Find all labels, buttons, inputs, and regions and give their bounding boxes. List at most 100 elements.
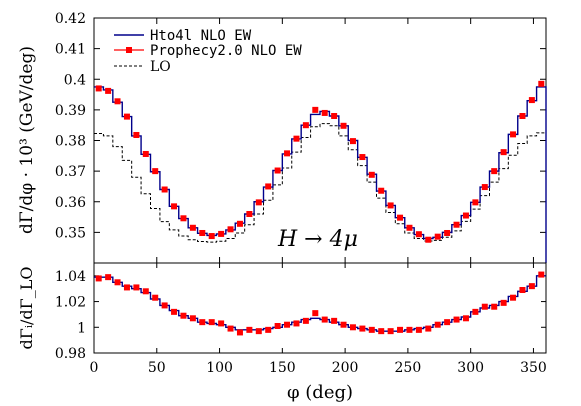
series-prophecy2-0-nlo-ew-point: [208, 319, 215, 326]
series-prophecy2-0-nlo-ew-point: [444, 319, 451, 326]
series-prophecy2-0-nlo-ew-point: [180, 312, 187, 319]
series-prophecy2-0-nlo-ew-point: [265, 183, 272, 190]
series-prophecy2-0-nlo-ew-point: [133, 284, 140, 291]
process-annotation: H → 4μ: [277, 227, 358, 252]
y-tick-label: 1.04: [55, 269, 86, 285]
series-prophecy2-0-nlo-ew-point: [415, 326, 422, 333]
series-prophecy2-0-nlo-ew-point: [331, 113, 338, 119]
series-prophecy2-0-nlo-ew-point: [161, 302, 168, 309]
series-prophecy2-0-nlo-ew-point: [359, 154, 366, 161]
series-prophecy2-0-nlo-ew-point: [510, 294, 517, 301]
ratio-panel: 0.98 1 1.02 1.04 0 50 100 150 200 250 300 350 dΓᵢ/…: [17, 262, 547, 403]
series-prophecy2-0-nlo-ew-point: [236, 220, 243, 227]
series-prophecy2-0-nlo-ew-point: [199, 229, 206, 236]
series-prophecy2-0-nlo-ew-point: [349, 138, 356, 145]
series-prophecy2-0-nlo-ew-point: [434, 321, 441, 328]
series-prophecy2-0-nlo-ew-point: [500, 299, 507, 306]
series-prophecy2-0-nlo-ew-point: [180, 215, 187, 222]
series-prophecy2-0-nlo-ew-point: [425, 325, 432, 332]
series-prophecy2-0-nlo-ew-point: [274, 167, 281, 174]
series-prophecy2-0-nlo-ew-point: [274, 323, 281, 329]
series-prophecy2-0-nlo-ew-point: [293, 320, 300, 327]
series-prophecy2-0-nlo-ew-point: [171, 203, 178, 210]
series-prophecy2-0-nlo-ew-point: [199, 319, 206, 326]
legend-marker-prophecy: [126, 47, 132, 53]
y-tick-label: 0.35: [55, 225, 86, 241]
series-prophecy2-0-nlo-ew-point: [227, 226, 234, 233]
series-prophecy2-0-nlo-ew-point: [189, 224, 196, 231]
series-prophecy2-0-nlo-ew-point: [255, 328, 262, 335]
y-tick-label: 0.98: [55, 346, 86, 362]
series-prophecy2-0-nlo-ew-point: [481, 303, 488, 310]
series-prophecy2-0-nlo-ew-point: [246, 326, 253, 333]
series-lo-line: [94, 123, 546, 243]
y-tick-label: 1.02: [55, 295, 86, 311]
series-prophecy2-0-nlo-ew-point: [114, 98, 121, 105]
y-tick-label: 0.39: [55, 103, 86, 119]
series-prophecy2-0-nlo-ew-point: [491, 168, 498, 175]
series-prophecy2-0-nlo-ew-point: [368, 326, 375, 333]
main-panel: 0.35 0.36 0.37 0.38 0.39 0.4 0.41 0.42 dΓ/dφ · …: [17, 11, 547, 264]
x-tick-label: 100: [206, 360, 233, 376]
series-prophecy2-0-nlo-ew-point: [538, 80, 545, 87]
series-prophecy2-0-nlo-ew-point: [255, 199, 262, 206]
series-prophecy2-0-nlo-ew-point: [293, 135, 300, 142]
series-prophecy2-0-nlo-ew-point: [152, 168, 159, 175]
legend-label-hto4l: Hto4l NLO EW: [150, 28, 252, 44]
series-prophecy2-0-nlo-ew-point: [340, 321, 347, 328]
series-prophecy2-0-nlo-ew-point: [444, 229, 451, 236]
series-prophecy2-0-nlo-ew-point: [368, 171, 375, 178]
series-prophecy2-0-nlo-ew-point: [538, 271, 545, 278]
series-prophecy2-0-nlo-ew-point: [359, 325, 366, 332]
ratio-x-ticks: 0 50 100 150 200 250 300 350: [90, 263, 547, 376]
series-prophecy2-0-nlo-ew-point: [302, 317, 309, 324]
series-prophecy2-0-nlo-ew-point: [462, 315, 469, 322]
series-prophecy2-0-nlo-ew-point: [265, 326, 272, 333]
series-prophecy2-0-nlo-ew-point: [481, 184, 488, 191]
series-prophecy2-0-nlo-ew-point: [462, 212, 469, 219]
series-hto4l-nlo-ew-line: [94, 86, 547, 263]
legend-label-lo: LO: [150, 59, 171, 75]
x-tick-label: 150: [269, 360, 296, 376]
y-tick-label: 0.38: [55, 134, 86, 150]
series-prophecy2-0-nlo-ew-point: [142, 150, 149, 157]
series-prophecy2-0-nlo-ew-point: [472, 199, 479, 206]
series-prophecy2-0-nlo-ew-point: [123, 113, 130, 120]
series-prophecy2-0-nlo-ew-point: [331, 317, 338, 324]
series-prophecy2-0-nlo-ew-point: [208, 233, 215, 240]
series-prophecy2-0-nlo-ew-point: [284, 150, 291, 157]
series-prophecy2-0-nlo-ew-point: [227, 325, 234, 332]
series-prophecy2-0-nlo-ew-point: [133, 131, 140, 138]
series-prophecy2-0-nlo-ew-point: [387, 202, 394, 209]
y-tick-label: 0.41: [55, 42, 86, 58]
x-tick-label: 50: [148, 360, 166, 376]
x-tick-label: 0: [90, 360, 99, 376]
series-prophecy2-0-nlo-ew-point: [349, 324, 356, 331]
series-prophecy2-0-nlo-ew-point: [284, 321, 291, 328]
series-prophecy2-0-nlo-ew-point: [123, 284, 130, 291]
main-y-ticks: 0.35 0.36 0.37 0.38 0.39 0.4 0.41 0.42: [55, 11, 546, 241]
series-prophecy2-0-nlo-ew-point: [453, 316, 460, 323]
ratio-series: [94, 271, 546, 336]
y-tick-label: 0.4: [64, 72, 86, 88]
series-prophecy2-0-nlo-ew-point: [453, 221, 460, 228]
series-prophecy2-0-nlo-ew-point: [302, 122, 309, 129]
series-hto4l-nlo-ew-line: [94, 275, 546, 332]
x-tick-label: 200: [332, 360, 359, 376]
series-prophecy2-0-nlo-ew-point: [95, 85, 102, 92]
series-prophecy2-0-nlo-ew-point: [218, 320, 225, 327]
ratio-frame: [93, 262, 547, 354]
x-tick-label: 350: [520, 360, 547, 376]
main-series: [94, 80, 547, 263]
series-prophecy2-0-nlo-ew-point: [105, 87, 112, 94]
y-tick-label: 0.37: [55, 164, 86, 180]
series-prophecy2-0-nlo-ew-point: [321, 316, 328, 323]
series-prophecy2-0-nlo-ew-point: [519, 287, 526, 293]
series-prophecy2-0-nlo-ew-point: [246, 211, 253, 217]
main-x-ticks: [93, 18, 534, 263]
ratio-y-ticks: 0.98 1 1.02 1.04: [55, 269, 546, 362]
x-axis-label: φ (deg): [287, 382, 353, 403]
y-tick-label: 1: [77, 320, 86, 336]
series-prophecy2-0-nlo-ew-point: [434, 233, 441, 240]
